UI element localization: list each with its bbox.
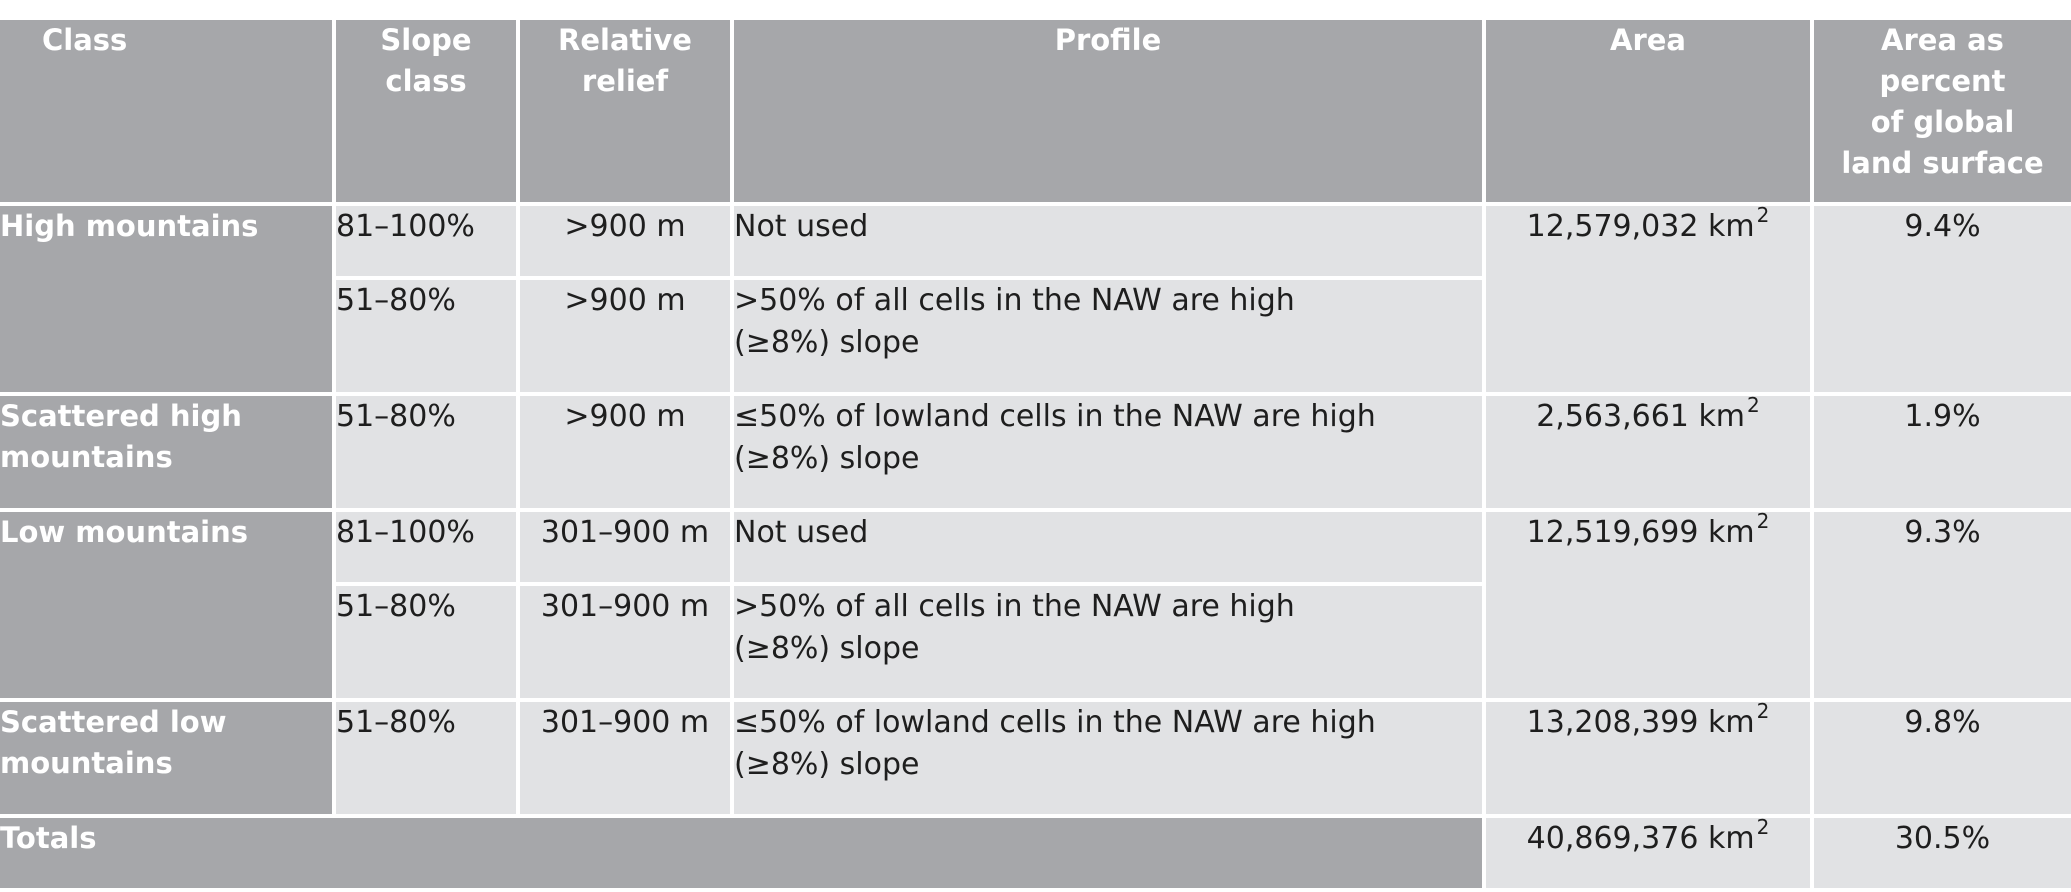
percent-cell: 9.3% [1810,508,2071,702]
profile-cell: ≤50% of lowland cells in the NAW are hig… [730,392,1486,512]
relief-cell: >900 m [516,392,734,512]
slope-cell: 51–80% [334,276,520,396]
area-cell: 12,579,032 km 2 [1482,202,1814,396]
table-row: Low mountains 81–100% 301–900 m Not used… [0,508,2071,702]
table-row: 51–80% 301–900 m >50% of all cells in th… [0,582,2071,702]
table-row: 51–80% >900 m >50% of all cells in the N… [0,276,2071,396]
header-class: Class [0,20,336,206]
class-cell-scattered-high-mountains: Scattered high mountains [0,392,336,512]
relief-cell: 301–900 m [516,698,734,818]
mountain-classes-table-wrapper: Class Slope class Relative relief Profile … [0,20,2071,892]
slope-cell: 51–80% [334,582,520,702]
profile-cell: Not used [730,202,1486,280]
header-slope-class: Slope class [332,20,520,206]
header-area-percent: Area as percent of global land surface [1810,20,2071,206]
percent-cell: 9.4% [1810,202,2071,396]
relief-cell: >900 m [516,276,734,396]
relief-cell: >900 m [516,202,734,280]
area-cell: 13,208,399 km 2 [1482,698,1814,818]
header-profile: Profile [730,20,1486,206]
table-row: High mountains 81–100% >900 m Not used 1… [0,202,2071,396]
slope-cell: 51–80% [332,392,520,512]
class-cell-scattered-low-mountains: Scattered low mountains [0,698,336,818]
profile-cell: Not used [730,508,1486,586]
mountain-classes-table: Class Slope class Relative relief Profile … [0,20,2071,892]
profile-cell: ≤50% of lowland cells in the NAW are hig… [730,698,1486,818]
header-row: Class Slope class Relative relief Profile … [0,20,2071,206]
slope-cell: 81–100% [332,508,520,586]
table-row: Scattered low mountains 51–80% 301–900 m … [0,698,2071,818]
totals-row: Totals 40,869,376 km 2 30.5% [0,814,2071,892]
percent-cell: 1.9% [1810,392,2071,512]
relief-cell: 301–900 m [516,582,734,702]
profile-cell: >50% of all cells in the NAW are high (≥8… [730,276,1484,396]
relief-cell: 301–900 m [516,508,734,586]
area-cell: 2,563,661 km 2 [1482,392,1814,512]
percent-cell: 9.8% [1810,698,2071,818]
area-cell: 12,519,699 km 2 [1482,508,1814,702]
slope-cell: 51–80% [332,698,520,818]
profile-cell: >50% of all cells in the NAW are high (≥8… [730,582,1484,702]
slope-cell: 81–100% [332,202,520,280]
class-cell-low-mountains: Low mountains [0,508,336,702]
totals-area-cell: 40,869,376 km 2 [1482,814,1814,892]
header-area: Area [1482,20,1814,206]
class-cell-high-mountains: High mountains [0,202,336,396]
table-row: Scattered high mountains 51–80% >900 m ≤5… [0,392,2071,512]
totals-percent-cell: 30.5% [1810,814,2071,892]
header-relative-relief: Relative relief [516,20,734,206]
totals-label: Totals [0,814,1486,892]
